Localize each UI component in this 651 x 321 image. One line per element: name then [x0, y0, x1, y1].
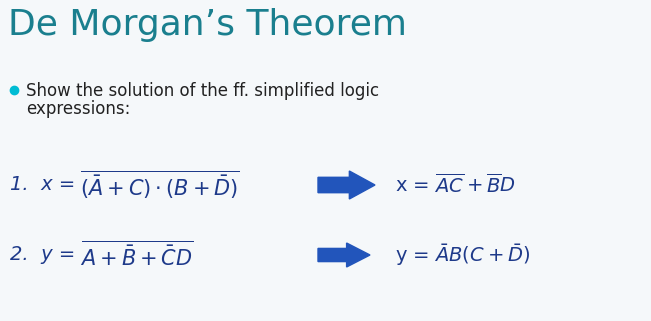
Polygon shape [318, 171, 375, 199]
Text: 2.  y =: 2. y = [10, 246, 81, 265]
Text: De Morgan’s Theorem: De Morgan’s Theorem [8, 8, 407, 42]
Polygon shape [318, 243, 370, 267]
Text: expressions:: expressions: [26, 100, 130, 118]
Text: y = $\bar{A}B(C+\bar{D})$: y = $\bar{A}B(C+\bar{D})$ [395, 242, 530, 268]
Text: $\overline{A+\bar{B}+\bar{C}D}$: $\overline{A+\bar{B}+\bar{C}D}$ [80, 240, 193, 270]
Text: $\overline{(\bar{A}+C)\cdot(B+\bar{D})}$: $\overline{(\bar{A}+C)\cdot(B+\bar{D})}$ [80, 169, 240, 201]
Text: x = $\overline{AC}+\overline{B}D$: x = $\overline{AC}+\overline{B}D$ [395, 173, 516, 197]
Text: 1.  x =: 1. x = [10, 176, 81, 195]
Text: Show the solution of the ff. simplified logic: Show the solution of the ff. simplified … [26, 82, 379, 100]
